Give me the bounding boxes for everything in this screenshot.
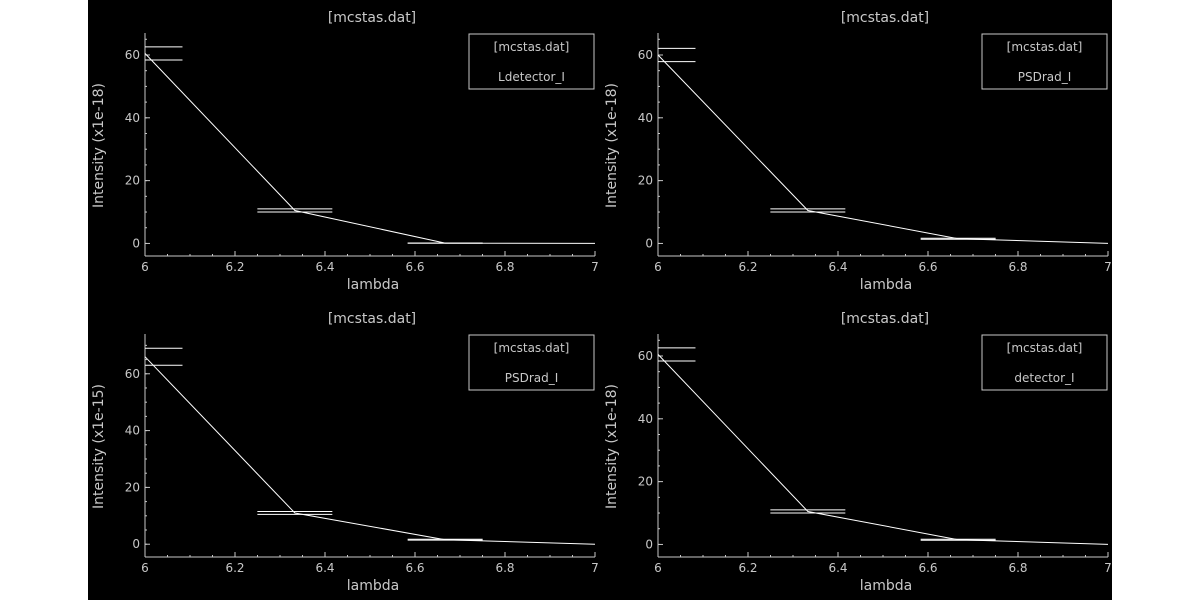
- legend-label: detector_I: [1014, 371, 1074, 385]
- x-tick-label: 7: [591, 260, 599, 274]
- chart-title: [mcstas.dat]: [328, 311, 416, 327]
- x-tick-label: 6.4: [828, 561, 847, 575]
- x-axis-label: lambda: [860, 578, 912, 594]
- x-axis-label: lambda: [860, 277, 912, 293]
- x-tick-label: 6: [654, 260, 662, 274]
- y-tick-label: 20: [638, 174, 653, 188]
- y-axis-label: Intensity (x1e-18): [91, 83, 107, 208]
- chart-panel-4: [mcstas.dat] 6 6.2 6.4 6.6 6.8 7 0 20 40 60 lambda I…: [604, 311, 1112, 594]
- y-tick-label: 60: [125, 367, 140, 381]
- legend: [mcstas.dat] PSDrad_I: [468, 334, 595, 391]
- x-axis-label: lambda: [347, 578, 399, 594]
- y-tick-label: 40: [125, 111, 140, 125]
- legend-label: PSDrad_I: [505, 371, 559, 385]
- x-tick-label: 7: [1104, 260, 1112, 274]
- x-axis-label: lambda: [347, 277, 399, 293]
- y-tick-label: 40: [638, 111, 653, 125]
- series-line: [657, 54, 1109, 244]
- legend-box: [981, 33, 1108, 90]
- x-tick-label: 6: [141, 260, 149, 274]
- x-tick-label: 6.8: [495, 561, 514, 575]
- legend-box: [468, 33, 595, 90]
- y-tick-label: 20: [638, 475, 653, 489]
- x-tick-label: 6.6: [918, 260, 937, 274]
- y-tick-label: 40: [125, 424, 140, 438]
- x-tick-label: 6.8: [1008, 260, 1027, 274]
- x-tick-label: 6.2: [225, 260, 244, 274]
- chart-panel-1: [mcstas.dat] 6 6.2 6.4 6.6 6.8 7 0 20 40 60 lambda I…: [91, 10, 599, 293]
- chart-panel-2: [mcstas.dat] 6 6.2 6.4 6.6 6.8 7 0 20 40 60 lambda I…: [604, 10, 1112, 293]
- legend-label: Ldetector_I: [498, 70, 565, 84]
- series-line: [144, 356, 596, 545]
- legend: [mcstas.dat] Ldetector_I: [468, 33, 595, 90]
- y-tick-label: 60: [638, 48, 653, 62]
- y-tick-label: 60: [638, 349, 653, 363]
- chart-title: [mcstas.dat]: [841, 10, 929, 26]
- legend: [mcstas.dat] PSDrad_I: [981, 33, 1108, 90]
- chart-panel-3: [mcstas.dat] 6 6.2 6.4 6.6 6.8 7 0 20 40 60 lambda I…: [91, 311, 599, 594]
- x-tick-label: 7: [1104, 561, 1112, 575]
- x-tick-label: 6.6: [405, 260, 424, 274]
- legend-title: [mcstas.dat]: [494, 341, 570, 355]
- series-line: [144, 53, 596, 244]
- x-tick-label: 6.2: [738, 561, 757, 575]
- x-tick-label: 6.6: [918, 561, 937, 575]
- y-tick-label: 20: [125, 480, 140, 494]
- y-axis-label: Intensity (x1e-15): [91, 384, 107, 509]
- legend-label: PSDrad_I: [1018, 70, 1072, 84]
- y-tick-label: 40: [638, 412, 653, 426]
- y-tick-label: 20: [125, 174, 140, 188]
- legend-title: [mcstas.dat]: [1007, 40, 1083, 54]
- y-tick-label: 0: [132, 537, 140, 551]
- x-tick-label: 6.4: [315, 561, 334, 575]
- y-axis-label: Intensity (x1e-18): [604, 83, 620, 208]
- y-tick-label: 60: [125, 48, 140, 62]
- legend-box: [981, 334, 1108, 391]
- x-tick-label: 6.2: [225, 561, 244, 575]
- y-tick-label: 0: [645, 236, 653, 250]
- x-tick-label: 7: [591, 561, 599, 575]
- chart-grid: [mcstas.dat]6 6.2 6.4 6.6 6.8 70204060lambdaI…: [91, 10, 1112, 594]
- x-tick-label: 6: [141, 561, 149, 575]
- y-tick-label: 0: [645, 537, 653, 551]
- x-tick-label: 6.6: [405, 561, 424, 575]
- x-tick-label: 6.2: [738, 260, 757, 274]
- plot-canvas: [mcstas.dat] 6 6.2 6.4 6.6 6.8 7 0 20 40 60 lambda I…: [88, 0, 1112, 600]
- x-tick-label: 6.4: [315, 260, 334, 274]
- x-tick-label: 6.4: [828, 260, 847, 274]
- chart-title: [mcstas.dat]: [841, 311, 929, 327]
- y-axis-label: Intensity (x1e-18): [604, 384, 620, 509]
- series-line: [657, 354, 1109, 545]
- x-tick-label: 6: [654, 561, 662, 575]
- x-tick-label: 6.8: [1008, 561, 1027, 575]
- chart-title: [mcstas.dat]: [328, 10, 416, 26]
- legend: [mcstas.dat] detector_I: [981, 334, 1108, 391]
- y-tick-label: 0: [132, 236, 140, 250]
- legend-box: [468, 334, 595, 391]
- x-tick-label: 6.8: [495, 260, 514, 274]
- legend-title: [mcstas.dat]: [1007, 341, 1083, 355]
- legend-title: [mcstas.dat]: [494, 40, 570, 54]
